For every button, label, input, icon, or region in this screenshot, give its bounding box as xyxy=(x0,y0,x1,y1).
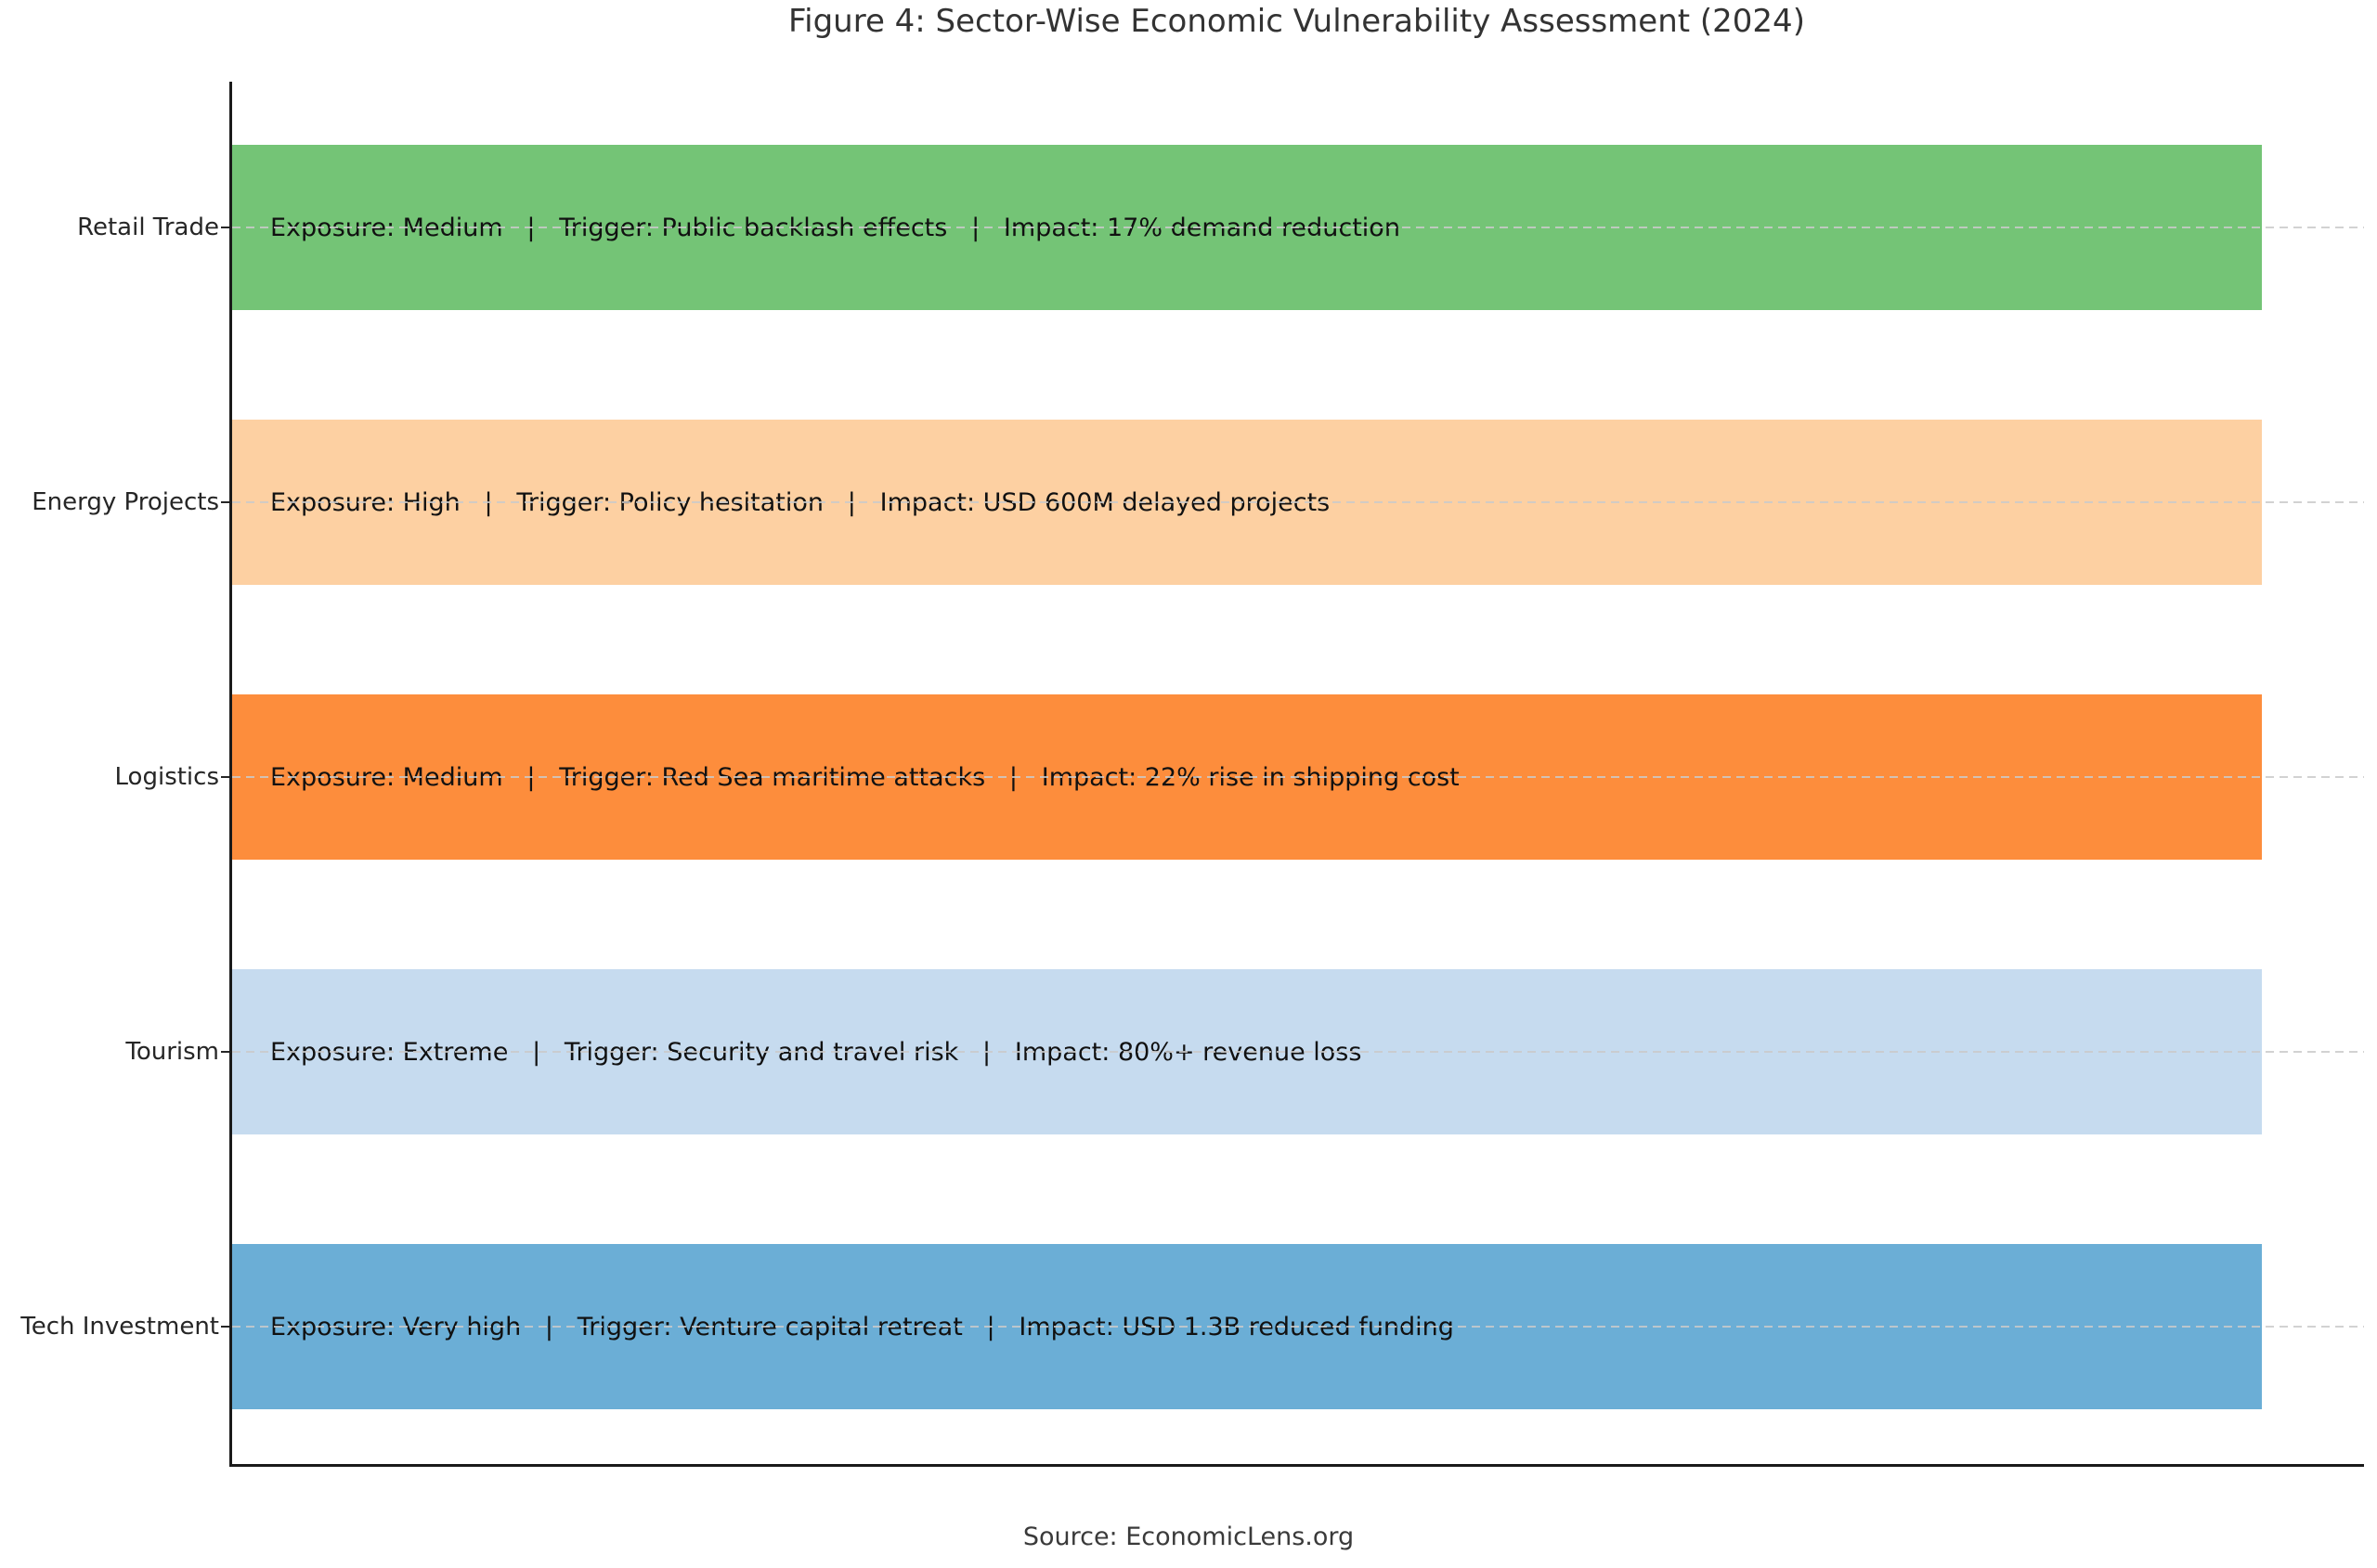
y-axis-label: Tourism xyxy=(125,1038,219,1066)
y-axis-tick xyxy=(221,1051,229,1053)
y-axis-label: Retail Trade xyxy=(77,214,219,241)
y-axis-label: Tech Investment xyxy=(20,1313,219,1341)
source-attribution: Source: EconomicLens.org xyxy=(1022,1523,1355,1551)
chart-row-tech-investment: Tech Investment Exposure: Very high | Tr… xyxy=(20,1189,2364,1464)
bar-rows: Retail Trade Exposure: Medium | Trigger:… xyxy=(20,90,2364,1464)
y-axis-label: Logistics xyxy=(114,763,219,791)
y-axis-tick xyxy=(221,1326,229,1328)
chart-row-logistics: Logistics Exposure: Medium | Trigger: Re… xyxy=(115,640,2364,914)
chart-row-retail-trade: Retail Trade Exposure: Medium | Trigger:… xyxy=(77,90,2364,365)
y-axis-tick xyxy=(221,501,229,503)
chart-title: Figure 4: Sector-Wise Economic Vulnerabi… xyxy=(788,3,1805,40)
gridline xyxy=(232,1051,2364,1053)
gridline xyxy=(232,501,2364,503)
gridline xyxy=(232,227,2364,228)
gridline xyxy=(232,1326,2364,1328)
y-axis-tick xyxy=(221,776,229,778)
y-axis-label: Energy Projects xyxy=(32,488,219,516)
chart-row-energy-projects: Energy Projects Exposure: High | Trigger… xyxy=(32,365,2364,640)
y-axis-tick xyxy=(221,227,229,228)
gridline xyxy=(232,776,2364,778)
chart-row-tourism: Tourism Exposure: Extreme | Trigger: Sec… xyxy=(125,914,2364,1189)
plot-area: Retail Trade Exposure: Medium | Trigger:… xyxy=(20,82,2364,1467)
